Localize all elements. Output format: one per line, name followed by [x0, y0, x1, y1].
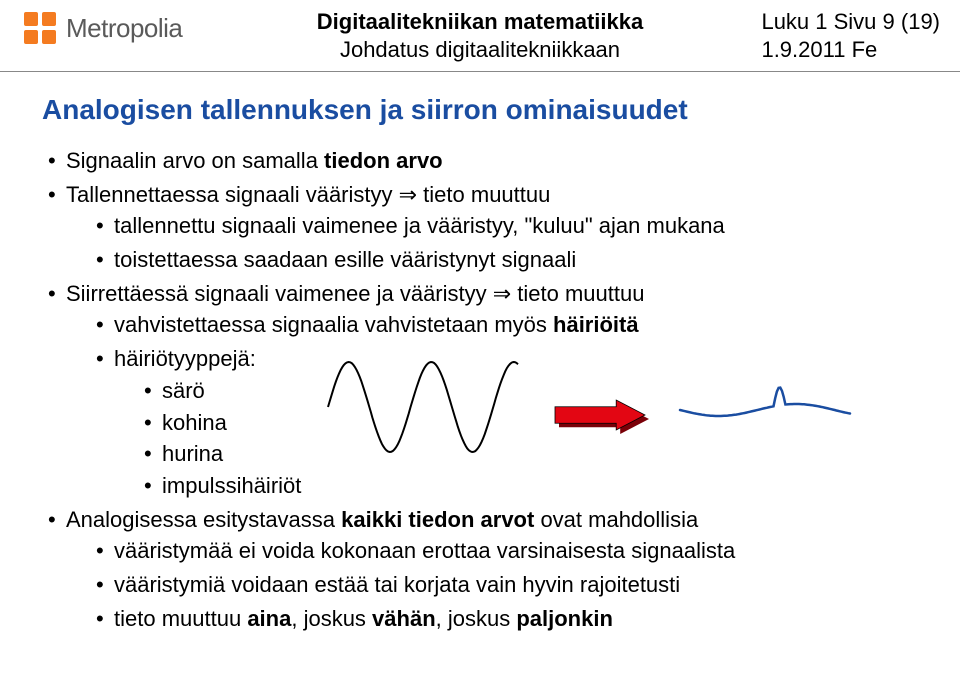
- bold-text: paljonkin: [516, 606, 613, 631]
- sub-bullet-item: vääristymiä voidaan estää tai korjata va…: [96, 570, 918, 600]
- logo: Metropolia: [20, 8, 182, 48]
- bullet-list: Signaalin arvo on samalla tiedon arvo Tal…: [42, 146, 918, 633]
- sub-bullet-item: tallennettu signaali vaimenee ja väärist…: [96, 211, 918, 241]
- slide-header: Metropolia Digitaalitekniikan matematiik…: [0, 0, 960, 72]
- sub2-bullet-item: särö: [144, 376, 918, 406]
- logo-mark-icon: [20, 8, 60, 48]
- sub-bullet-item: vahvistettaessa signaalia vahvistetaan m…: [96, 310, 918, 340]
- bullet-item: Signaalin arvo on samalla tiedon arvo: [48, 146, 918, 176]
- sub-list: tallennettu signaali vaimenee ja väärist…: [66, 211, 918, 274]
- sub2-bullet-item: hurina: [144, 439, 918, 469]
- sub-list: vahvistettaessa signaalia vahvistetaan m…: [66, 310, 918, 500]
- main-heading: Analogisen tallennuksen ja siirron omina…: [42, 94, 918, 126]
- bold-text: vähän: [372, 606, 436, 631]
- sub-list: särökohinahurinaimpulssihäiriöt: [114, 376, 918, 501]
- bold-text: häiriöitä: [553, 312, 639, 337]
- bullet-item: Analogisessa esitystavassa kaikki tiedon…: [48, 505, 918, 634]
- bullet-item: Siirrettäessä signaali vaimenee ja vääri…: [48, 279, 918, 501]
- sub2-bullet-item: kohina: [144, 408, 918, 438]
- sub-bullet-item: toistettaessa saadaan esille vääristynyt…: [96, 245, 918, 275]
- bold-text: tiedon arvo: [324, 148, 443, 173]
- slide-content: Analogisen tallennuksen ja siirron omina…: [0, 72, 960, 633]
- header-right: Luku 1 Sivu 9 (19) 1.9.2011 Fe: [761, 8, 940, 63]
- logo-text: Metropolia: [66, 13, 182, 44]
- sub-bullet-item: vääristymää ei voida kokonaan erottaa va…: [96, 536, 918, 566]
- bold-text: kaikki tiedon arvot: [341, 507, 534, 532]
- sub-bullet-item: tieto muuttuu aina, joskus vähän, joskus…: [96, 604, 918, 634]
- sub2-bullet-item: impulssihäiriöt: [144, 471, 918, 501]
- header-right-2: 1.9.2011 Fe: [761, 36, 940, 64]
- bold-text: aina: [247, 606, 291, 631]
- header-right-1: Luku 1 Sivu 9 (19): [761, 8, 940, 36]
- sub-list: vääristymää ei voida kokonaan erottaa va…: [66, 536, 918, 633]
- sub-bullet-item: häiriötyyppejä:särökohinahurinaimpulssih…: [96, 344, 918, 500]
- bullet-item: Tallennettaessa signaali vääristyy ⇒ tie…: [48, 180, 918, 275]
